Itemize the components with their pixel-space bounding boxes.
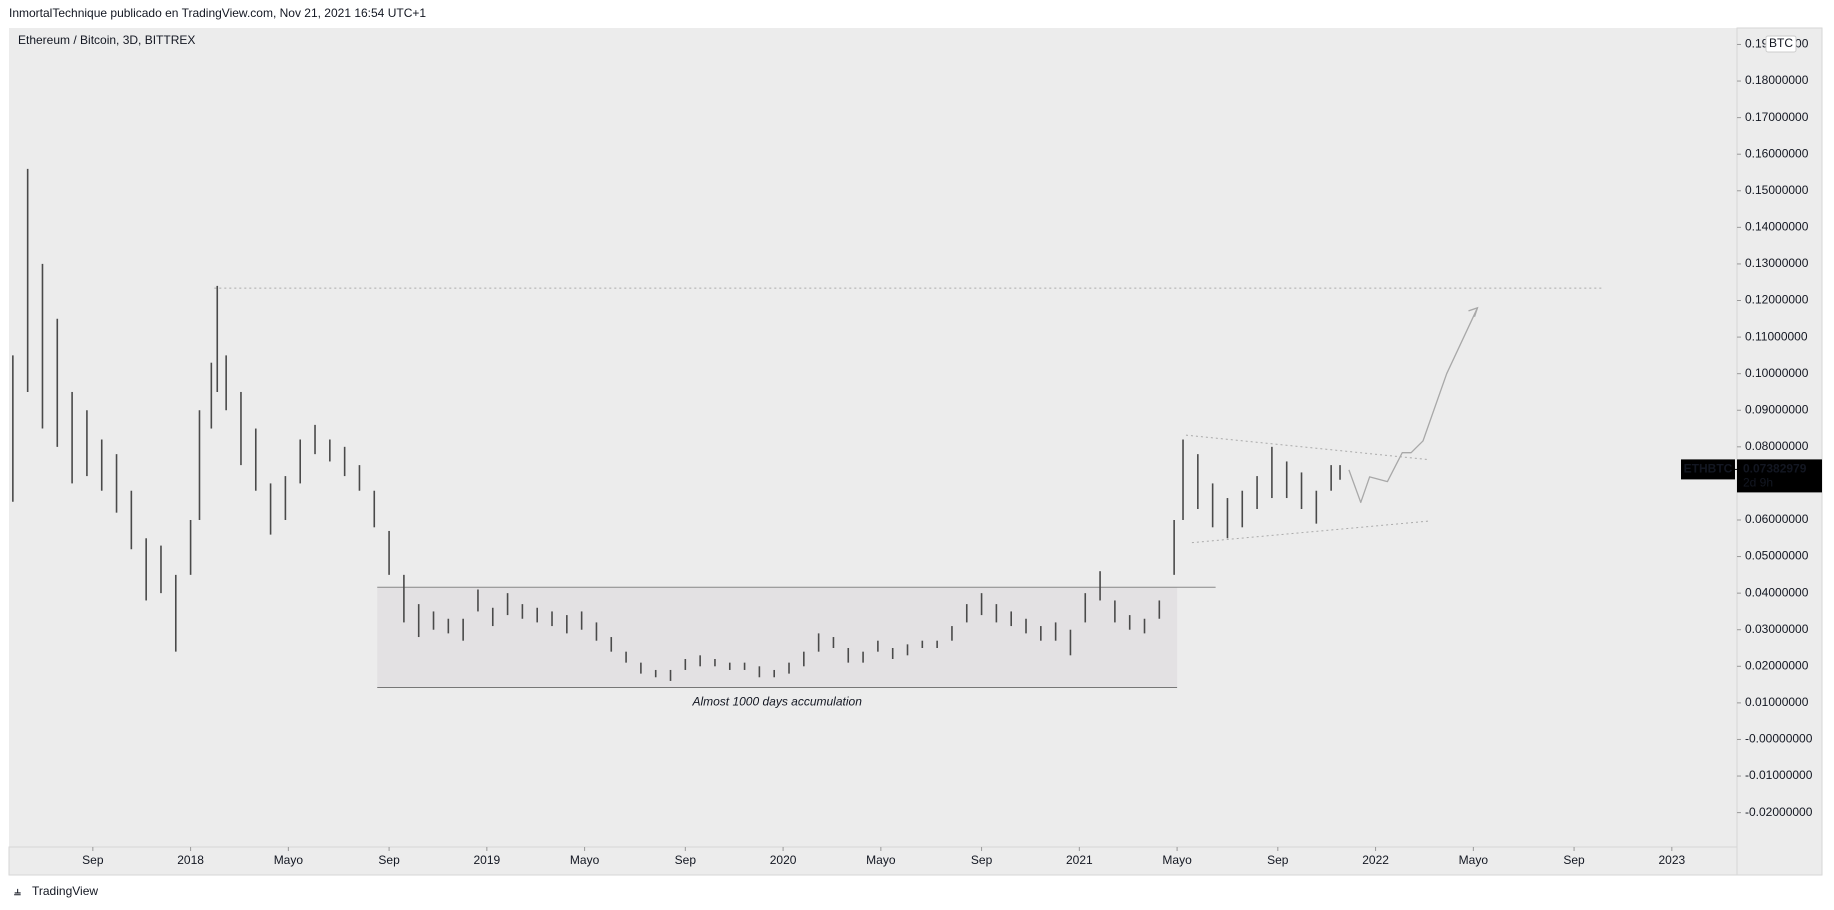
x-tick-label: Sep xyxy=(971,853,993,867)
countdown: 2d 9h xyxy=(1743,476,1773,490)
x-tick-label: Mayo xyxy=(1162,853,1192,867)
currency-box xyxy=(1765,35,1797,53)
projection-path xyxy=(1348,307,1479,504)
currency: BTC xyxy=(1769,36,1793,50)
x-tick-label: Sep xyxy=(378,853,400,867)
time-axis xyxy=(8,846,1738,876)
projection-arrowhead xyxy=(1468,306,1479,318)
price-label-bg xyxy=(1737,459,1822,493)
x-tick-label: Sep xyxy=(82,853,104,867)
y-tick-label: 0.06000000 xyxy=(1745,512,1809,526)
y-tick-label: 0.02000000 xyxy=(1745,658,1809,672)
brand: TradingView xyxy=(32,884,98,898)
y-tick-label: 0.12000000 xyxy=(1745,293,1809,307)
y-tick-label: 0.08000000 xyxy=(1745,439,1809,453)
x-tick-label: Sep xyxy=(675,853,697,867)
chart: 0.190000000.180000000.170000000.16000000… xyxy=(12,35,1822,867)
y-tick-label: 0.15000000 xyxy=(1745,183,1809,197)
x-tick-label: 2018 xyxy=(177,853,204,867)
x-tick-label: Mayo xyxy=(866,853,896,867)
x-tick-label: 2020 xyxy=(770,853,797,867)
x-tick-label: Sep xyxy=(1563,853,1585,867)
y-tick-label: 0.04000000 xyxy=(1745,585,1809,599)
y-tick-label: 0.09000000 xyxy=(1745,402,1809,416)
y-tick-label: 0.03000000 xyxy=(1745,622,1809,636)
accumulation-zone xyxy=(377,587,1178,688)
y-tick-label: 0.17000000 xyxy=(1745,110,1809,124)
y-tick-label: 0.01000000 xyxy=(1745,695,1809,709)
symbol-label-bg xyxy=(1681,459,1735,480)
y-tick-label: 0.14000000 xyxy=(1745,220,1809,234)
y-tick-label: 0.11000000 xyxy=(1745,329,1808,343)
x-tick-label: Sep xyxy=(1267,853,1289,867)
y-tick-label: -0.01000000 xyxy=(1745,768,1813,782)
x-tick-label: Mayo xyxy=(570,853,600,867)
plot-area xyxy=(9,28,1737,847)
x-tick-label: 2019 xyxy=(473,853,500,867)
y-tick-label: -0.02000000 xyxy=(1745,805,1813,819)
x-tick-label: Mayo xyxy=(274,853,304,867)
y-tick-label: 0.10000000 xyxy=(1745,366,1809,380)
annotation: Almost 1000 days accumulation xyxy=(691,695,862,709)
y-tick-label: 0.18000000 xyxy=(1745,73,1809,87)
logo-mark: ⫨ xyxy=(14,884,21,898)
publisher: InmortalTechnique publicado en TradingVi… xyxy=(9,6,426,20)
price-axis xyxy=(1736,27,1823,876)
y-tick-label: 0.13000000 xyxy=(1745,256,1809,270)
x-tick-label: 2023 xyxy=(1658,853,1685,867)
x-tick-label: 2022 xyxy=(1362,853,1389,867)
last-price: 0.07382979 xyxy=(1743,462,1807,476)
chart-title: Ethereum / Bitcoin, 3D, BITTREX xyxy=(18,33,195,47)
x-tick-label: 2021 xyxy=(1066,853,1093,867)
symbol: ETHBTC xyxy=(1684,462,1733,476)
y-tick-label: 0.16000000 xyxy=(1745,146,1809,160)
x-tick-label: Mayo xyxy=(1459,853,1489,867)
y-tick-label: -0.00000000 xyxy=(1745,732,1813,746)
y-tick-label: 0.05000000 xyxy=(1745,549,1809,563)
triangle-upper xyxy=(1185,434,1429,461)
